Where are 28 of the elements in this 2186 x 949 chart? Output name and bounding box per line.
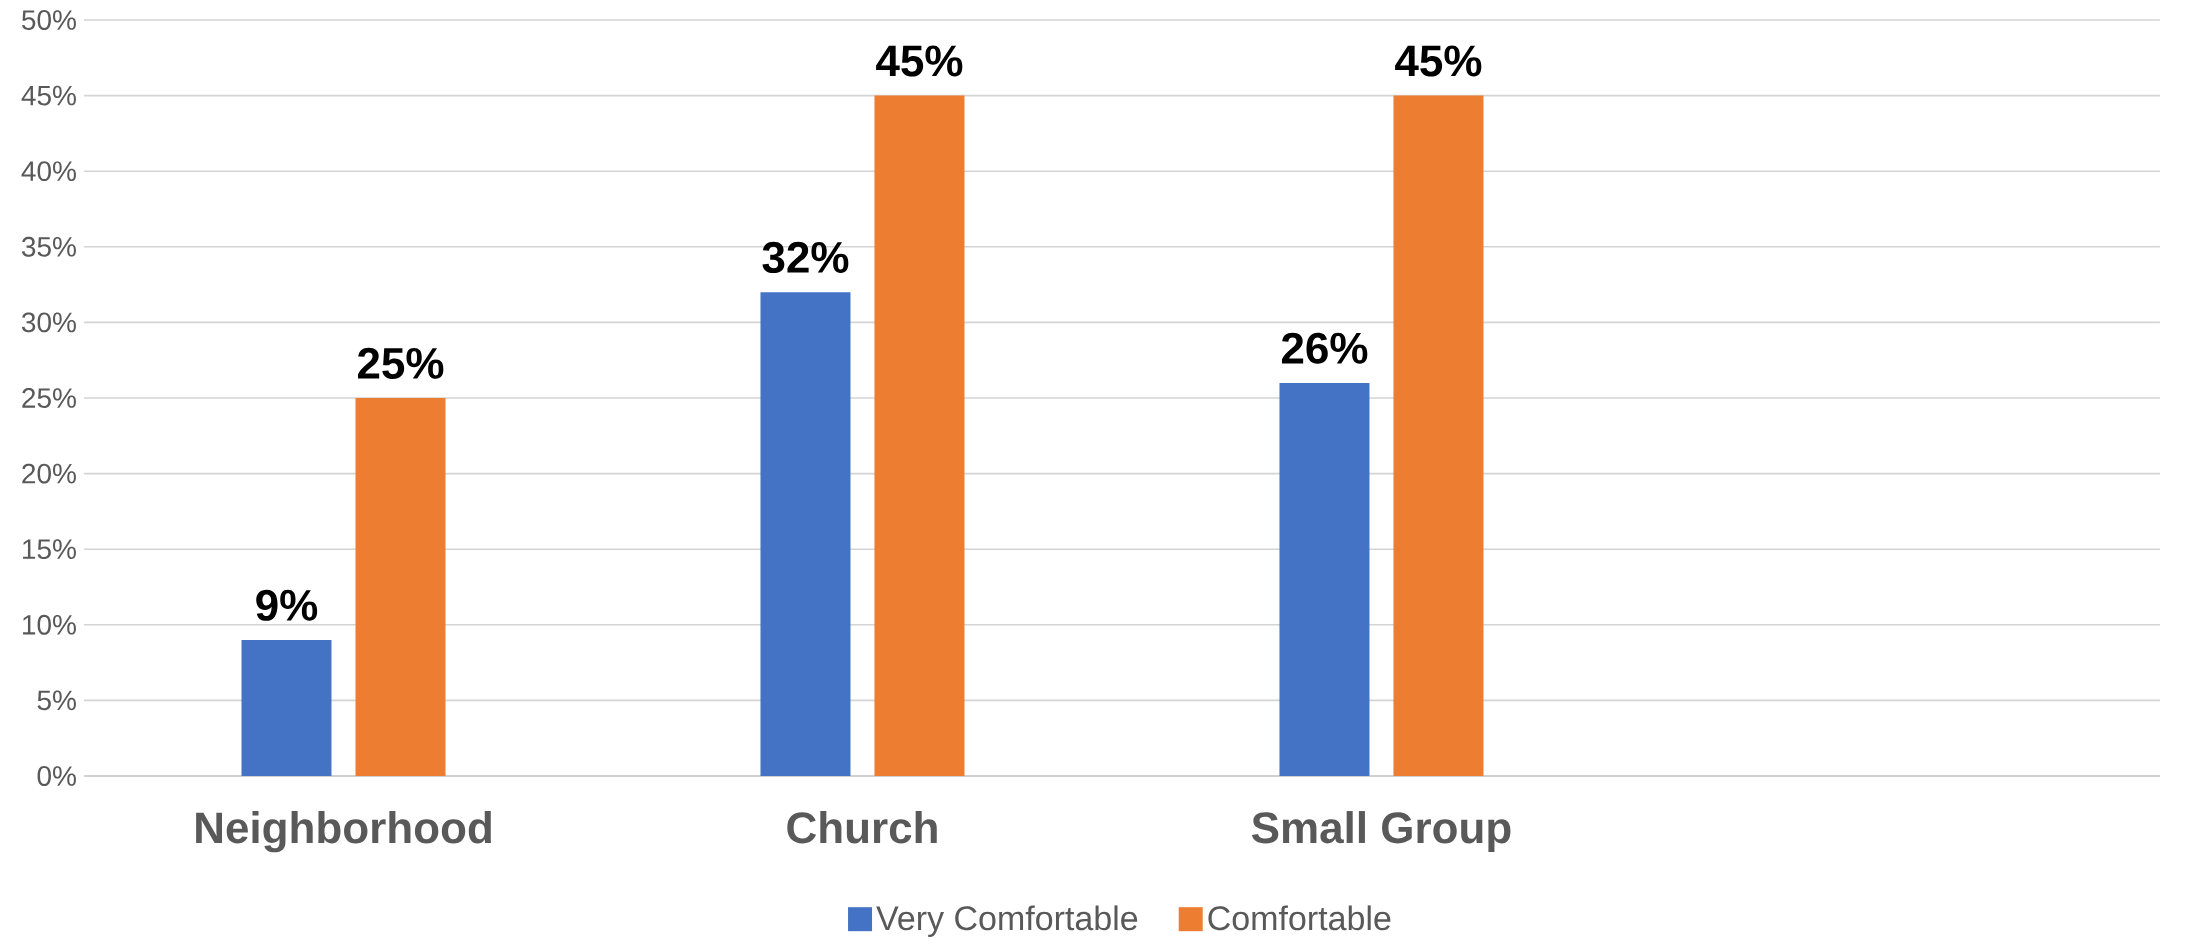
y-tick-label: 0%: [37, 766, 76, 786]
data-label: 9%: [256, 589, 318, 621]
bar: [1393, 95, 1484, 776]
data-label: 25%: [358, 347, 444, 379]
y-tick-label: 40%: [21, 161, 76, 182]
y-tick-label: 5%: [37, 690, 76, 711]
y-tick-label: 10%: [23, 614, 76, 635]
bar: [355, 398, 446, 776]
legend-label: Comfortable: [1208, 905, 1391, 931]
bar: [1279, 382, 1370, 776]
data-label: 45%: [876, 45, 963, 77]
x-tick-label: Neighborhood: [196, 811, 491, 853]
y-tick-label: 20%: [22, 463, 76, 484]
data-label: 26%: [1281, 332, 1368, 364]
bar: [874, 95, 965, 776]
data-label: 32%: [762, 241, 849, 274]
bar: [241, 639, 332, 776]
data-label: 45%: [1395, 45, 1482, 77]
legend-label: Very Comfortable: [876, 905, 1138, 938]
y-tick-label: 30%: [21, 312, 76, 333]
y-tick-label: 45%: [21, 85, 76, 106]
y-tick-label: 50%: [22, 10, 76, 30]
x-tick-label: Small Group: [1251, 811, 1511, 853]
x-tick-label: Church: [787, 811, 937, 844]
bar: [760, 292, 851, 776]
y-tick-label: 35%: [21, 236, 76, 257]
y-tick-label: 25%: [22, 388, 76, 408]
y-tick-label: 15%: [23, 539, 76, 560]
